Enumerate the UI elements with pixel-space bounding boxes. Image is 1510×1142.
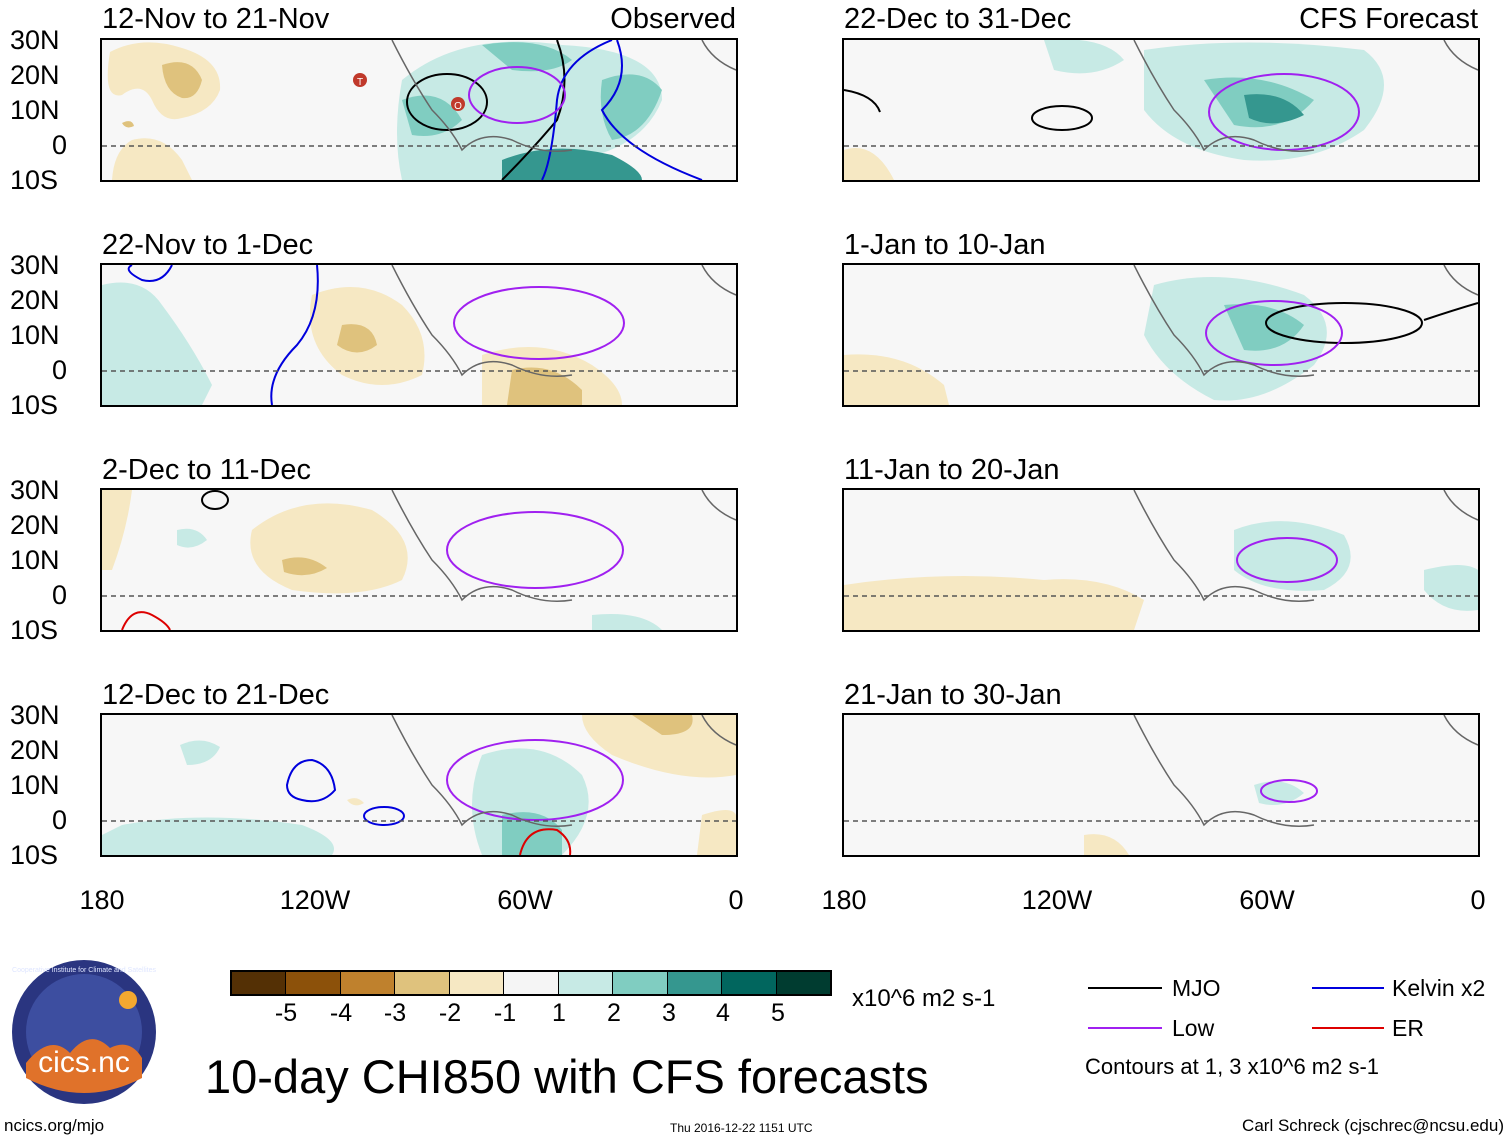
panel-1-tag: Observed xyxy=(610,3,736,35)
lat-tick: 0 xyxy=(52,805,68,835)
colorbar-swatch xyxy=(775,972,830,994)
colorbar xyxy=(230,970,832,996)
lon-tick: 180 xyxy=(79,885,125,915)
lat-tick: 30N xyxy=(10,250,60,280)
lat-tick: 0 xyxy=(52,355,68,385)
legend-line-low xyxy=(1088,1027,1162,1029)
legend-label-kelvin: Kelvin x2 xyxy=(1392,975,1486,1001)
panel-6-title: 11-Jan to 20-Jan xyxy=(844,454,1060,486)
lat-tick: 20N xyxy=(10,60,60,90)
legend-label-er: ER xyxy=(1392,1015,1424,1041)
colorbar-label: 2 xyxy=(607,999,621,1027)
timestamp: Thu 2016-12-22 1151 UTC xyxy=(670,1121,813,1135)
lat-tick: 10S xyxy=(10,840,59,870)
lat-tick: 30N xyxy=(10,700,60,730)
panel-3-title: 22-Nov to 1-Dec xyxy=(102,229,314,261)
panel-5-title: 2-Dec to 11-Dec xyxy=(102,454,311,486)
lon-tick: 180 xyxy=(821,885,867,915)
map-panel-4 xyxy=(842,263,1480,407)
lon-tick: 60W xyxy=(1239,885,1295,915)
panel-4-title: 1-Jan to 10-Jan xyxy=(844,229,1046,261)
panel-7-title: 12-Dec to 21-Dec xyxy=(102,679,330,711)
map-panel-1: T O xyxy=(100,38,738,182)
author-credit: Carl Schreck (cjschrec@ncsu.edu) xyxy=(1242,1116,1504,1135)
colorbar-label: 5 xyxy=(771,999,785,1027)
lat-tick: 10S xyxy=(10,615,59,645)
panel-2-tag: CFS Forecast xyxy=(1299,3,1478,35)
lon-tick: 120W xyxy=(1021,885,1093,915)
storm-marker xyxy=(353,73,367,87)
colorbar-label: -5 xyxy=(274,999,298,1027)
colorbar-label: -1 xyxy=(493,999,517,1027)
site-link[interactable]: ncics.org/mjo xyxy=(4,1116,105,1135)
colorbar-label: -3 xyxy=(383,999,407,1027)
colorbar-swatch xyxy=(339,972,395,994)
colorbar-swatch xyxy=(557,972,613,994)
legend-line-kelvin xyxy=(1312,987,1384,989)
panel-1-title: 12-Nov to 21-Nov xyxy=(102,3,330,35)
colorbar-swatch xyxy=(503,972,558,994)
panel-8-title: 21-Jan to 30-Jan xyxy=(844,679,1062,711)
colorbar-swatch xyxy=(394,972,449,994)
map-panel-5 xyxy=(100,488,738,632)
lat-tick: 0 xyxy=(52,580,68,610)
cics-logo: cics.nc Cooperative Institute for Climat… xyxy=(10,958,158,1106)
lat-tick: 30N xyxy=(10,475,60,505)
lon-tick: 0 xyxy=(728,885,744,915)
units-label: x10^6 m2 s-1 xyxy=(852,985,996,1012)
map-panel-8 xyxy=(842,713,1480,857)
colorbar-swatch xyxy=(721,972,776,994)
map-panel-2 xyxy=(842,38,1480,182)
legend-label-mjo: MJO xyxy=(1172,975,1221,1001)
lat-tick: 20N xyxy=(10,285,60,315)
legend-note: Contours at 1, 3 x10^6 m2 s-1 xyxy=(1085,1054,1380,1079)
map-panel-3 xyxy=(100,263,738,407)
colorbar-label: -2 xyxy=(438,999,462,1027)
colorbar-swatch xyxy=(448,972,504,994)
lat-tick: 10N xyxy=(10,95,60,125)
colorbar-swatch xyxy=(612,972,667,994)
legend-line-er xyxy=(1312,1027,1384,1029)
map-panel-7 xyxy=(100,713,738,857)
legend-line-mjo xyxy=(1088,987,1162,989)
lat-tick: 30N xyxy=(10,25,60,55)
lon-tick: 120W xyxy=(279,885,351,915)
storm-label: O xyxy=(454,101,462,112)
figure-title: 10-day CHI850 with CFS forecasts xyxy=(205,1050,929,1103)
lat-tick: 10S xyxy=(10,390,59,420)
lat-tick: 0 xyxy=(52,130,68,160)
lon-tick: 0 xyxy=(1470,885,1486,915)
colorbar-label: 3 xyxy=(662,999,676,1027)
colorbar-label: 4 xyxy=(716,999,730,1027)
lat-tick: 20N xyxy=(10,510,60,540)
colorbar-swatch xyxy=(232,972,286,994)
colorbar-label: -4 xyxy=(329,999,353,1027)
logo-text: cics.nc xyxy=(38,1046,130,1079)
lat-tick: 10N xyxy=(10,320,60,350)
map-panel-6 xyxy=(842,488,1480,632)
storm-label: T xyxy=(357,77,363,88)
legend-label-low: Low xyxy=(1172,1015,1215,1041)
lon-tick: 60W xyxy=(497,885,553,915)
colorbar-swatch xyxy=(666,972,722,994)
colorbar-label: 1 xyxy=(552,999,566,1027)
storm-marker xyxy=(451,97,465,111)
lat-tick: 10N xyxy=(10,770,60,800)
lat-tick: 10N xyxy=(10,545,60,575)
lat-tick: 10S xyxy=(10,165,59,195)
lat-tick: 20N xyxy=(10,735,60,765)
logo-ring-text: Cooperative Institute for Climate and Sa… xyxy=(12,967,156,974)
panel-2-title: 22-Dec to 31-Dec xyxy=(844,3,1072,35)
colorbar-swatch xyxy=(285,972,340,994)
